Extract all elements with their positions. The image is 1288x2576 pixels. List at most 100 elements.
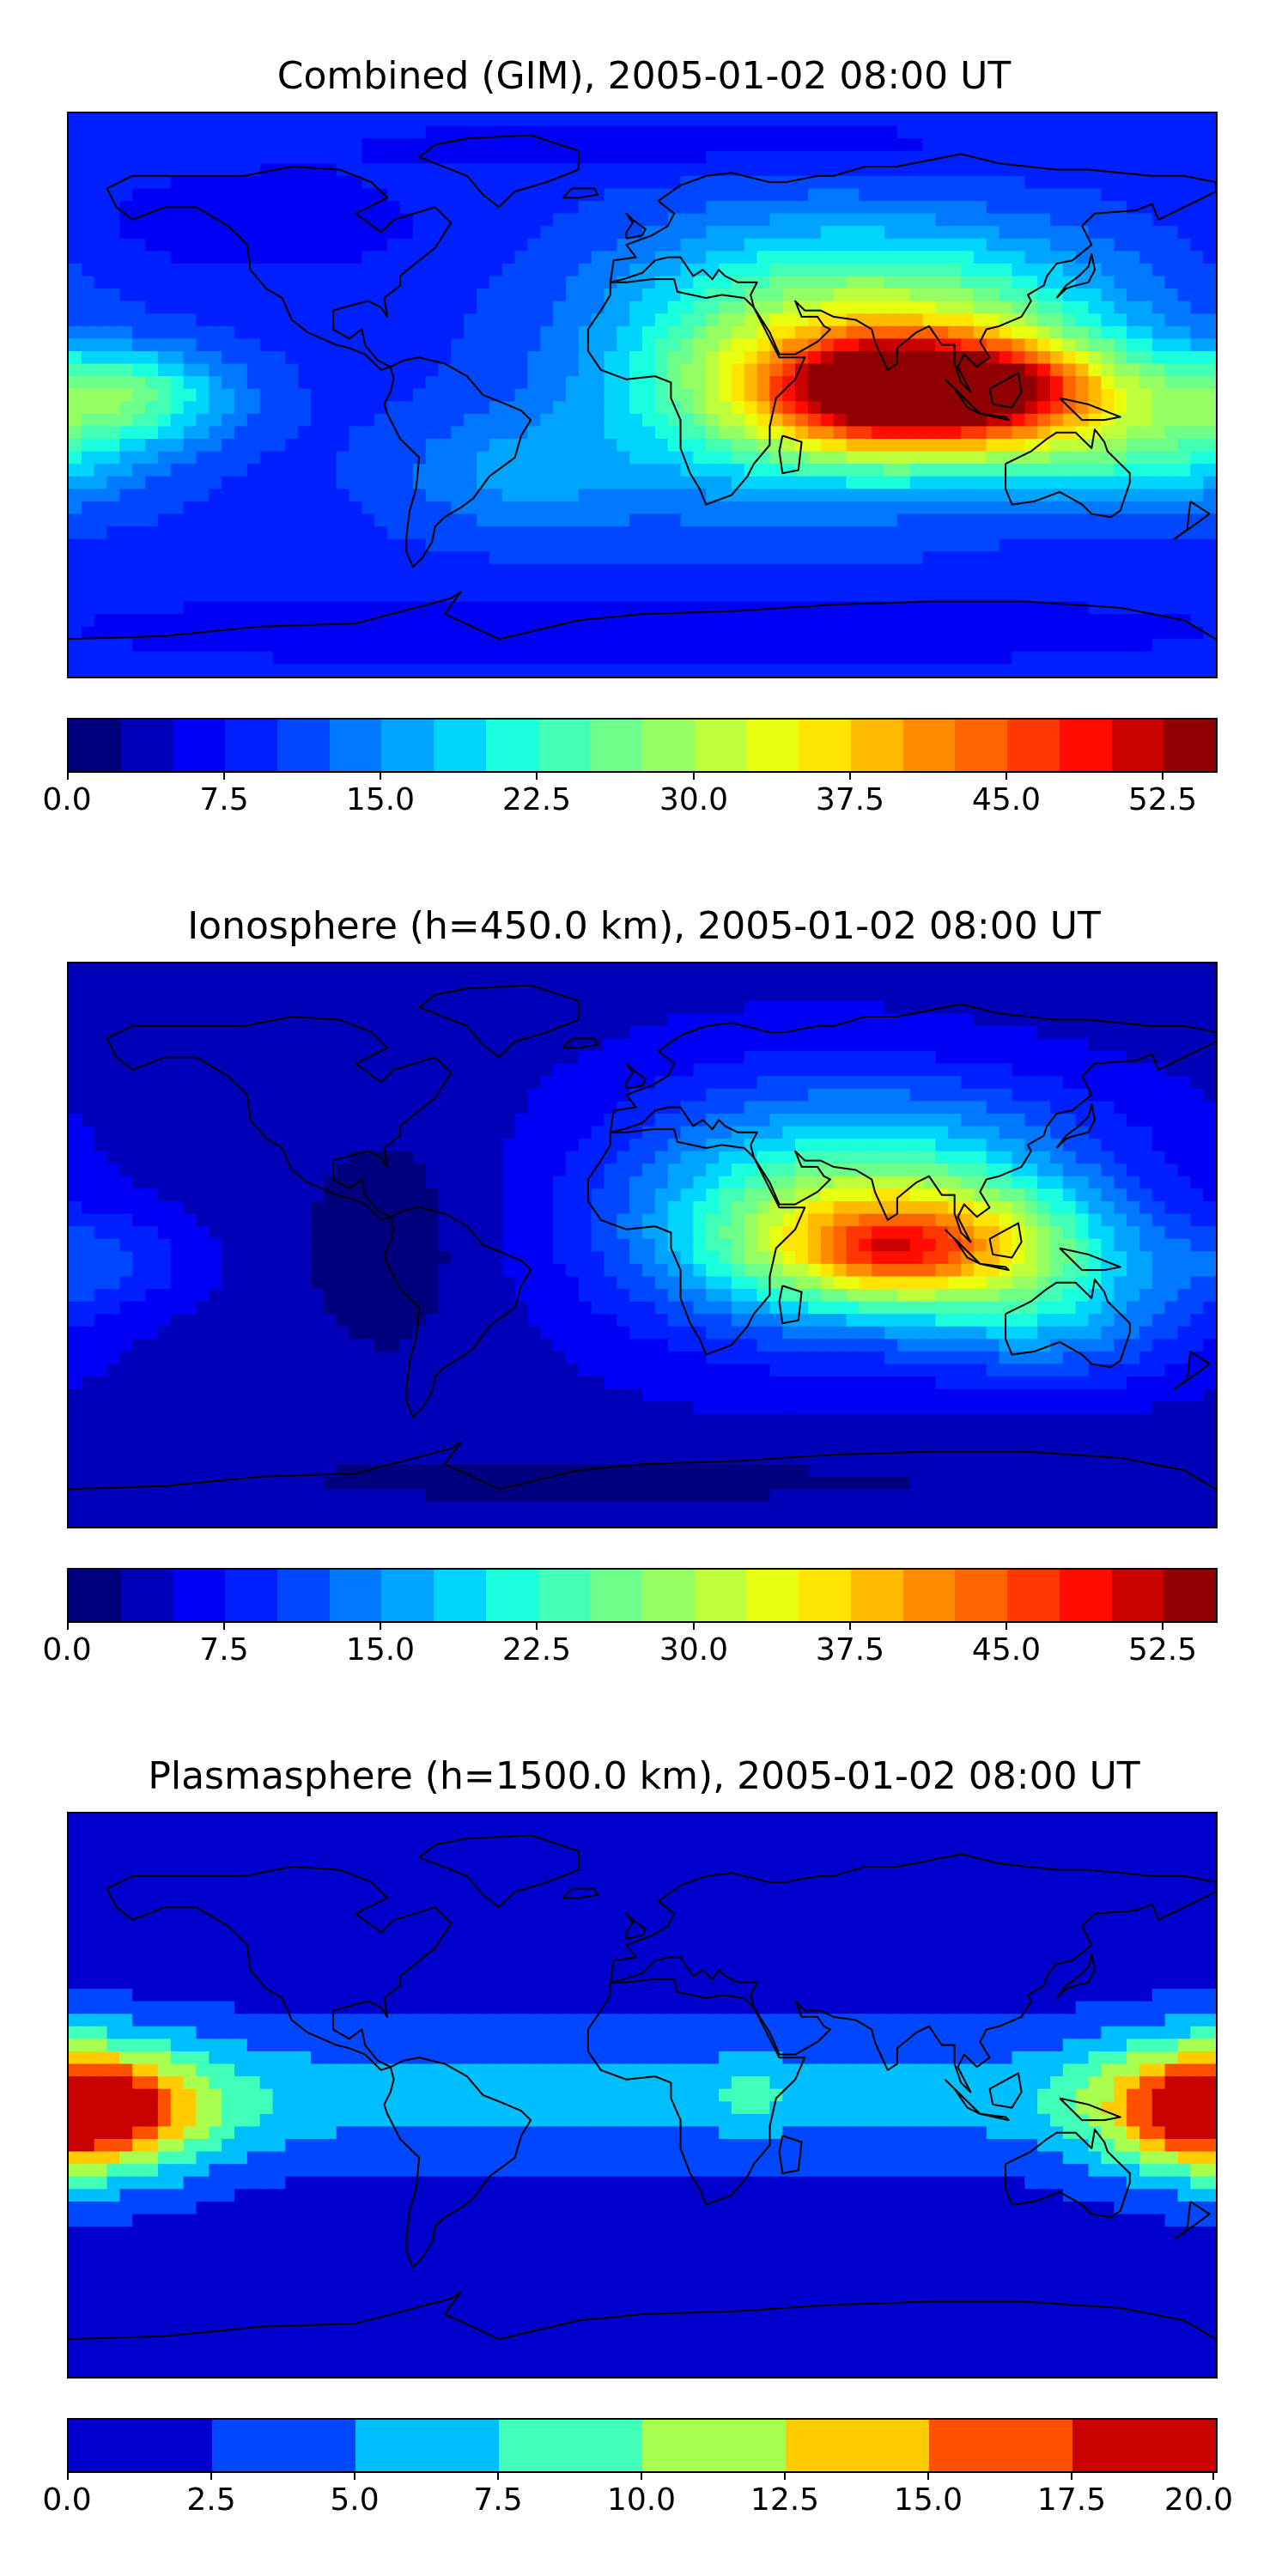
contour-cell: [782, 963, 797, 978]
contour-cell: [1012, 426, 1026, 440]
contour-cell: [884, 614, 899, 629]
contour-cell: [1164, 175, 1179, 190]
contour-cell: [654, 1063, 670, 1078]
contour-cell: [680, 251, 695, 265]
contour-cell: [222, 213, 236, 228]
contour-cell: [132, 226, 147, 240]
contour-cell: [477, 150, 491, 165]
contour-cell: [272, 238, 287, 252]
contour-cell: [69, 1076, 83, 1091]
contour-cell: [693, 388, 708, 403]
contour-cell: [935, 325, 950, 340]
contour-cell: [1088, 313, 1103, 328]
contour-cell: [323, 1013, 338, 1028]
contour-cell: [578, 301, 593, 315]
contour-cell: [654, 1076, 670, 1091]
contour-cell: [234, 1025, 249, 1040]
contour-cell: [1190, 576, 1205, 591]
contour-cell: [782, 526, 797, 541]
contour-cell: [680, 1076, 695, 1091]
contour-cell: [234, 188, 249, 203]
contour-cell: [170, 588, 185, 603]
contour-cell: [259, 363, 274, 378]
contour-cell: [795, 251, 810, 265]
contour-cell: [719, 175, 733, 190]
contour-cell: [1101, 651, 1115, 665]
contour-cell: [820, 626, 835, 641]
contour-cell: [145, 551, 160, 566]
contour-cell: [922, 1000, 937, 1015]
contour-cell: [654, 313, 670, 328]
contour-cell: [145, 226, 160, 240]
contour-cell: [617, 489, 631, 503]
contour-cell: [412, 313, 428, 328]
contour-cell: [973, 626, 988, 641]
contour-cell: [81, 476, 96, 490]
contour-cell: [1075, 363, 1091, 378]
contour-cell: [719, 325, 733, 340]
contour-cell: [336, 1025, 351, 1040]
contour-cell: [336, 563, 351, 578]
contour-cell: [795, 439, 810, 453]
contour-cell: [1024, 125, 1039, 140]
contour-cell: [196, 1063, 210, 1078]
contour-cell: [744, 401, 759, 416]
contour-cell: [298, 363, 313, 378]
contour-cell: [259, 163, 274, 178]
contour-cell: [744, 376, 759, 391]
contour-cell: [973, 276, 988, 290]
contour-cell: [81, 238, 96, 252]
contour-cell: [769, 150, 784, 165]
contour-cell: [246, 388, 262, 403]
contour-cell: [349, 401, 363, 416]
contour-cell: [119, 513, 134, 528]
contour-cell: [540, 363, 555, 378]
contour-cell: [948, 163, 963, 178]
contour-cell: [1164, 289, 1179, 303]
contour-cell: [744, 313, 759, 328]
contour-cell: [782, 626, 797, 641]
contour-cell: [999, 563, 1013, 578]
contour-cell: [617, 601, 631, 616]
contour-cell: [769, 1051, 784, 1066]
contour-cell: [756, 576, 771, 591]
contour-cell: [782, 651, 797, 665]
contour-cell: [425, 1025, 440, 1040]
contour-cell: [285, 626, 300, 641]
contour-cell: [272, 576, 287, 591]
contour-cell: [464, 1025, 478, 1040]
contour-cell: [1050, 576, 1065, 591]
contour-cell: [234, 576, 249, 591]
contour-cell: [578, 289, 593, 303]
contour-cell: [731, 1025, 746, 1040]
contour-cell: [183, 614, 197, 629]
contour-cell: [540, 226, 555, 240]
contour-cell: [1164, 439, 1179, 453]
contour-cell: [1203, 975, 1216, 990]
contour-cell: [477, 601, 491, 616]
contour-cell: [1075, 588, 1091, 603]
contour-cell: [1037, 451, 1052, 465]
contour-cell: [922, 464, 937, 478]
contour-cell: [311, 376, 325, 391]
contour-cell: [553, 538, 568, 553]
contour-cell: [948, 439, 963, 453]
contour-cell: [859, 1038, 873, 1053]
contour-cell: [349, 451, 363, 465]
contour-cell: [872, 388, 886, 403]
contour-cell: [209, 175, 223, 190]
contour-cell: [527, 639, 542, 653]
contour-cell: [820, 201, 835, 216]
contour-cell: [1139, 963, 1154, 978]
contour-cell: [693, 251, 708, 265]
contour-cell: [617, 538, 631, 553]
contour-cell: [464, 213, 478, 228]
contour-cell: [451, 538, 465, 553]
contour-cell: [859, 464, 873, 478]
contour-cell: [1139, 476, 1154, 490]
contour-cell: [935, 251, 950, 265]
contour-cell: [1012, 301, 1026, 315]
contour-cell: [464, 1063, 478, 1078]
contour-cell: [489, 138, 504, 153]
contour-cell: [719, 251, 733, 265]
